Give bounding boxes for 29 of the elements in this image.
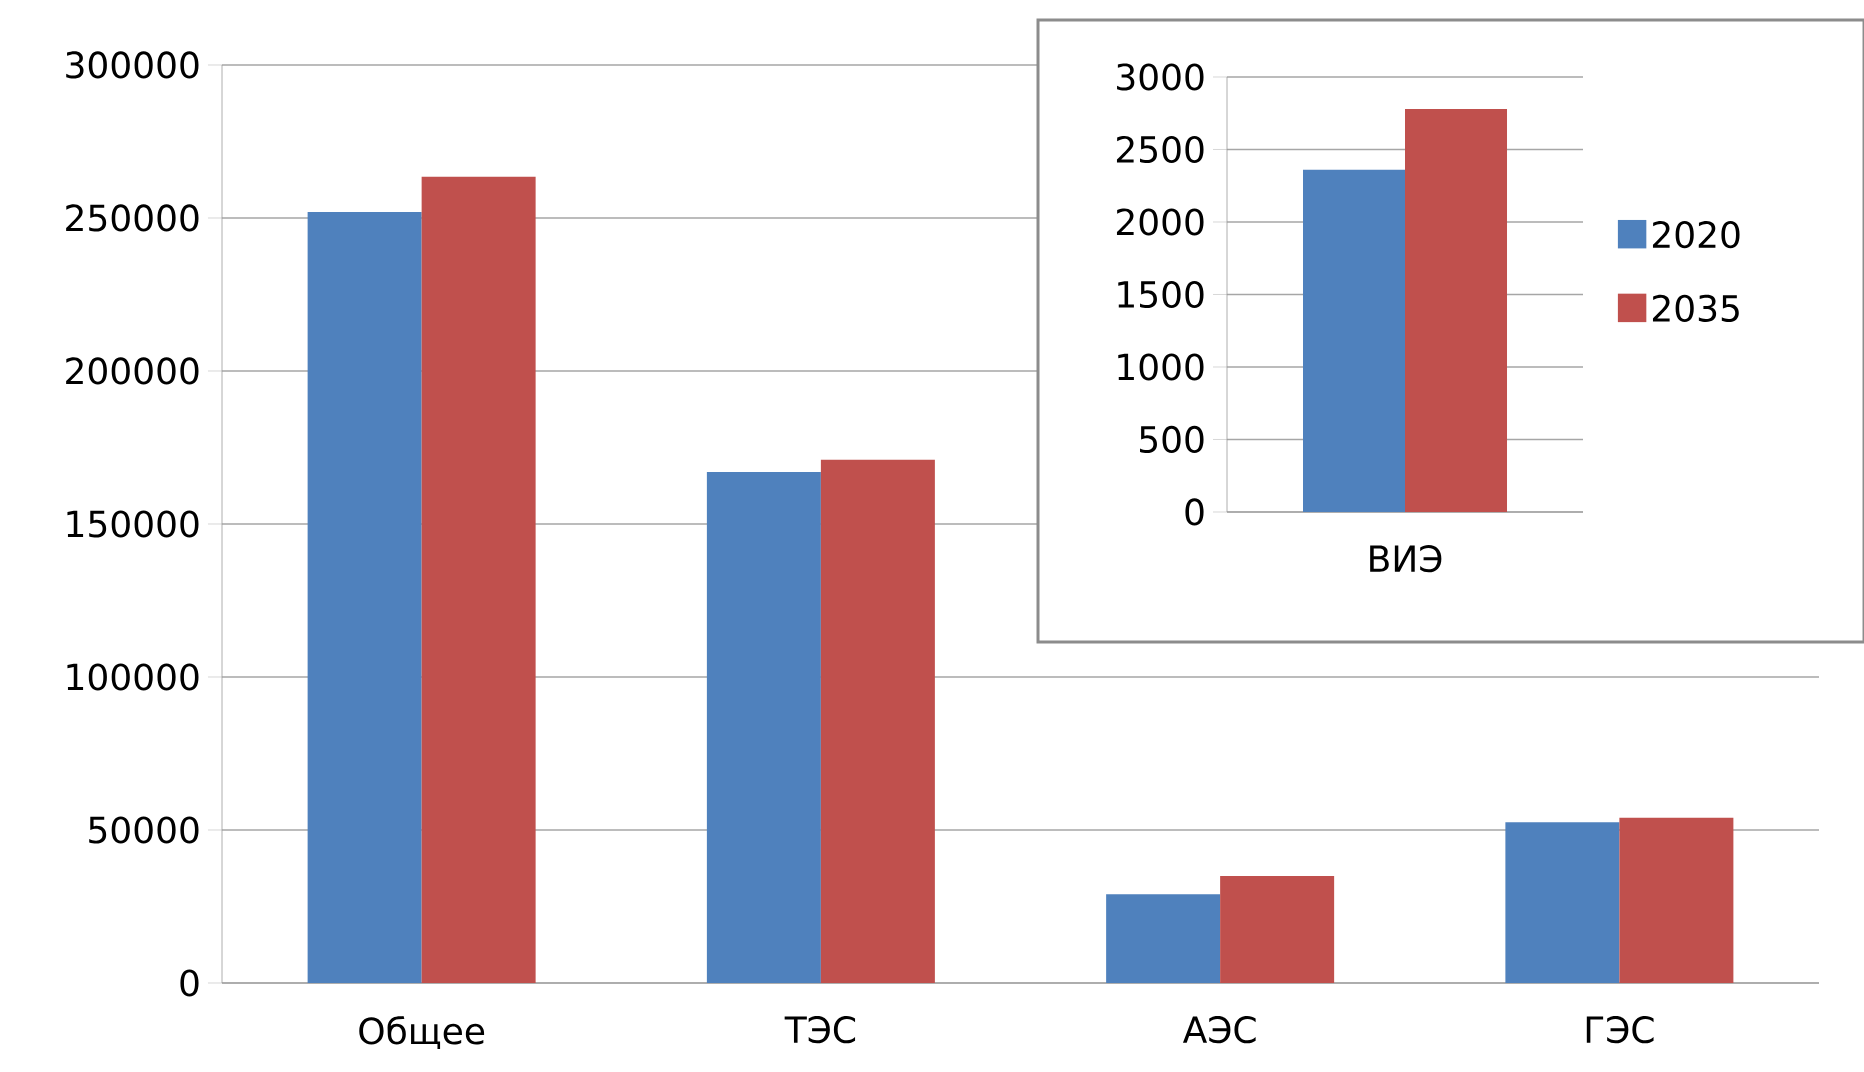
bar xyxy=(307,211,422,983)
bar xyxy=(820,459,935,983)
y-tick-label: 1500 xyxy=(1118,280,1204,309)
x-tick-label: ВИЭ xyxy=(1370,545,1442,573)
y-tick-label: 2000 xyxy=(1116,208,1204,236)
y-tick-label: 150000 xyxy=(67,510,199,538)
bar xyxy=(706,471,821,983)
bar xyxy=(1505,822,1620,983)
bar xyxy=(1106,894,1221,983)
legend-label: 2035 xyxy=(1652,294,1739,322)
y-tick-label: 0 xyxy=(1185,498,1204,526)
x-tick-label: АЭС xyxy=(1182,1016,1256,1044)
y-tick-label: 2500 xyxy=(1116,135,1204,164)
y-tick-label: 0 xyxy=(180,969,199,997)
y-tick-label: 50000 xyxy=(89,816,199,844)
y-tick-label: 200000 xyxy=(66,357,199,385)
x-tick-label: ТЭС xyxy=(784,1016,856,1044)
bar xyxy=(1220,875,1335,983)
y-tick-label: 1000 xyxy=(1118,353,1204,381)
y-tick-label: 300000 xyxy=(66,51,199,79)
bar xyxy=(421,176,536,983)
bar xyxy=(1619,817,1734,983)
y-tick-label: 3000 xyxy=(1117,63,1204,91)
legend-label: 2020 xyxy=(1652,221,1740,249)
x-tick-label: ГЭС xyxy=(1586,1016,1654,1044)
y-tick-label: 100000 xyxy=(67,663,199,691)
y-tick-label: 250000 xyxy=(66,204,199,232)
x-tick-label: Общее xyxy=(359,1016,485,1050)
y-tick-label: 500 xyxy=(1140,425,1204,454)
